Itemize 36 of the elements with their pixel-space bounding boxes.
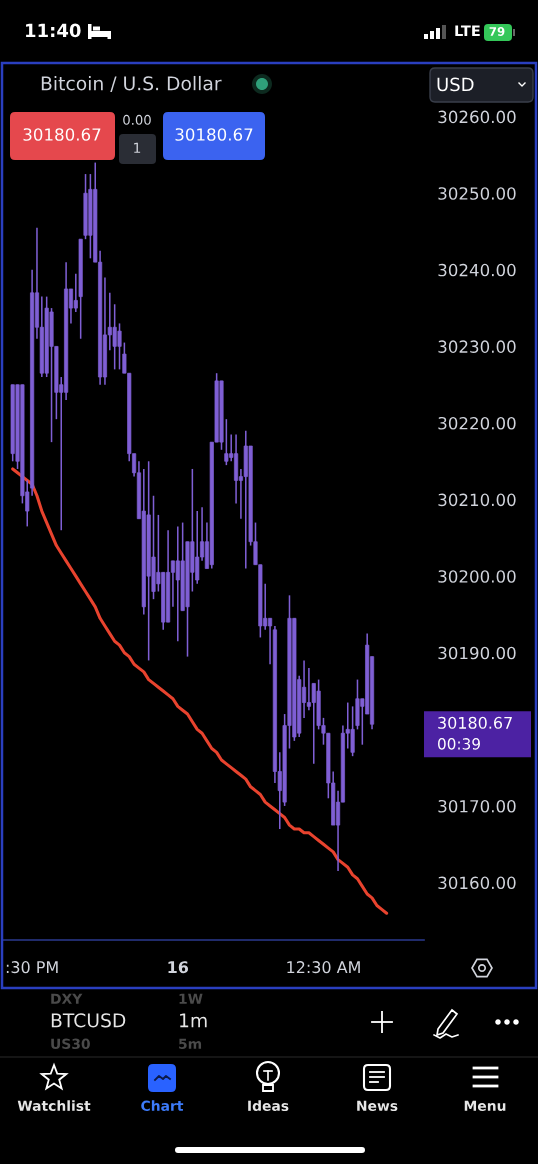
x-tick-label: :30 PM: [6, 961, 58, 974]
text: Bitcoin / U.S. Dollar: [41, 75, 222, 92]
text: 5m: [179, 1038, 202, 1050]
y-tick-label: 30210.00: [438, 493, 516, 507]
y-tick-label: 30170.00: [438, 799, 516, 813]
text: News: [357, 1100, 398, 1112]
text: Ideas: [248, 1100, 289, 1112]
text: 30180.67: [438, 716, 512, 729]
y-tick-label: 30260.00: [438, 110, 516, 124]
text: Chart: [141, 1100, 184, 1112]
text: Watchlist: [17, 1100, 91, 1112]
text: BTCUSD: [51, 1013, 126, 1028]
y-tick-label: 30200.00: [438, 570, 516, 583]
text: 00:39: [438, 738, 480, 750]
annotation: 1: [134, 142, 141, 153]
annotation: 30180.67: [175, 128, 253, 141]
text: LTE: [455, 25, 480, 37]
y-tick-label: 30160.00: [438, 876, 516, 890]
x-tick-label: 12:30 AM: [287, 961, 360, 974]
text: 1W: [179, 993, 203, 1004]
annotation: 0.00: [123, 114, 151, 125]
y-tick-label: 30190.00: [438, 646, 516, 660]
y-tick-label: 30250.00: [438, 187, 516, 200]
text: 11:40: [26, 23, 81, 38]
y-tick-label: 30230.00: [438, 340, 516, 353]
text: 1m: [180, 1013, 207, 1028]
x-tick-label: 16: [168, 961, 189, 974]
annotation: 30180.67: [23, 128, 101, 141]
text: DXY: [51, 993, 83, 1004]
y-tick-label: 30240.00: [438, 263, 516, 277]
text: 79: [489, 27, 505, 36]
text: Menu: [464, 1100, 506, 1112]
text: US30: [51, 1038, 90, 1050]
y-tick-label: 30220.00: [438, 416, 516, 430]
text: USD: [437, 77, 474, 92]
line-series: [11, 467, 389, 915]
